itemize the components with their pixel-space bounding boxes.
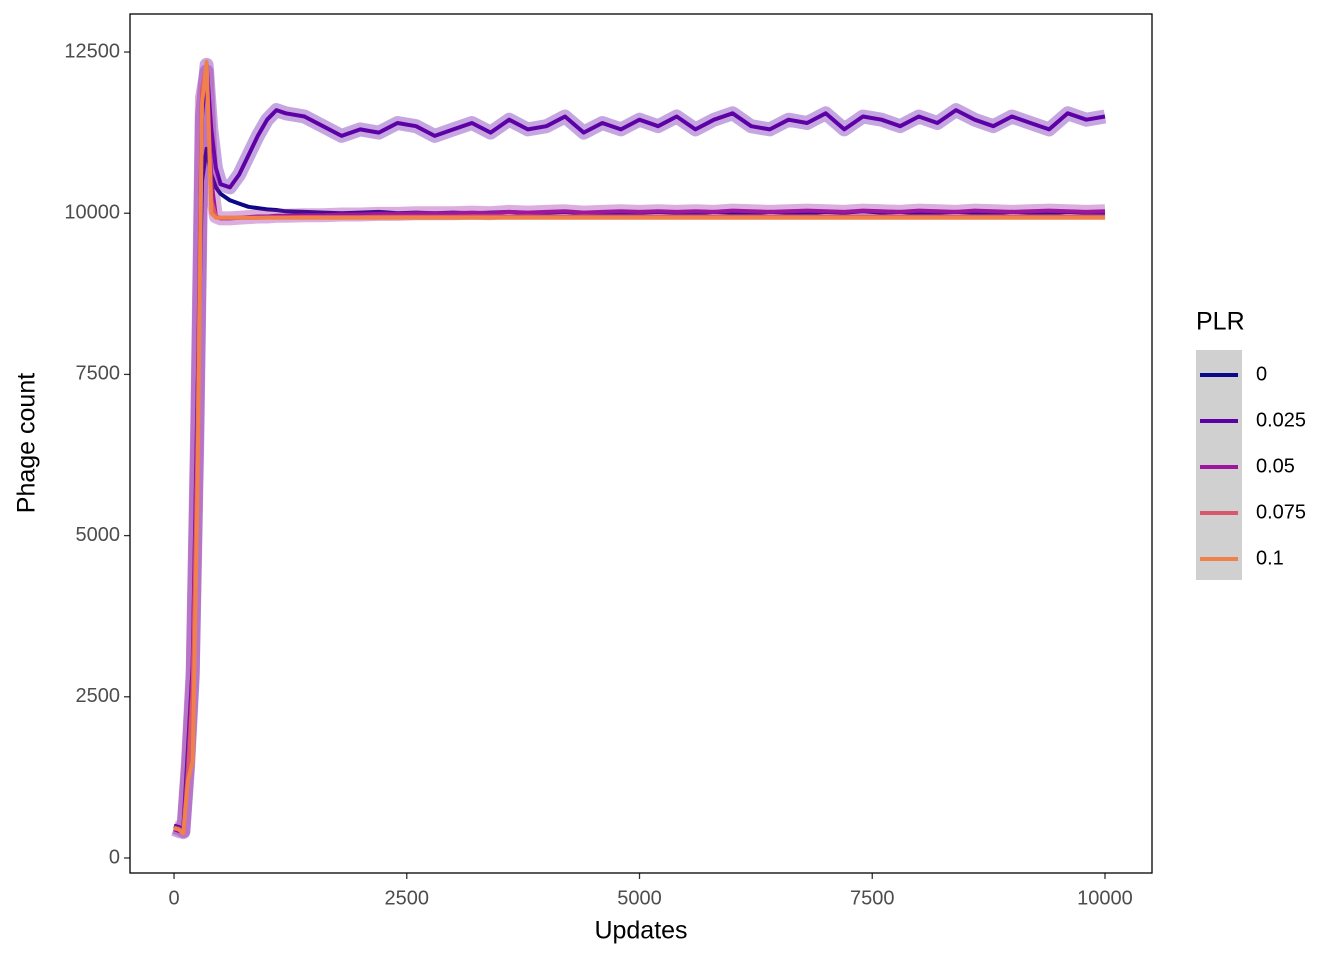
- y-tick-label: 12500: [64, 40, 120, 62]
- line-halo: [171, 64, 1106, 838]
- y-tick-label: 2500: [76, 685, 121, 707]
- x-axis-title: Updates: [594, 917, 687, 945]
- series-line: [173, 62, 1105, 835]
- series-line: [173, 62, 1106, 835]
- legend-label: 0.1: [1256, 547, 1284, 569]
- legend-title: PLR: [1196, 308, 1245, 336]
- line-halo: [171, 57, 1107, 840]
- legend-label: 0.05: [1256, 455, 1295, 477]
- x-tick-label: 2500: [385, 887, 430, 909]
- plot-frame: [129, 13, 1153, 874]
- legend-label: 0.025: [1256, 409, 1306, 431]
- y-tick-label: 7500: [76, 363, 121, 385]
- x-tick-label: 10000: [1077, 887, 1133, 909]
- legend-label: 0.075: [1256, 501, 1306, 523]
- y-tick-label: 10000: [64, 202, 120, 224]
- y-tick-label: 0: [109, 846, 120, 868]
- legend-label: 0: [1256, 363, 1267, 385]
- y-axis-title: Phage count: [13, 373, 41, 513]
- series-line: [173, 59, 1105, 836]
- x-tick-label: 7500: [850, 887, 895, 909]
- series-line: [173, 146, 1106, 831]
- y-tick-label: 5000: [76, 524, 121, 546]
- x-tick-label: 5000: [617, 887, 662, 909]
- series-line: [173, 69, 1106, 833]
- x-tick-label: 0: [168, 887, 179, 909]
